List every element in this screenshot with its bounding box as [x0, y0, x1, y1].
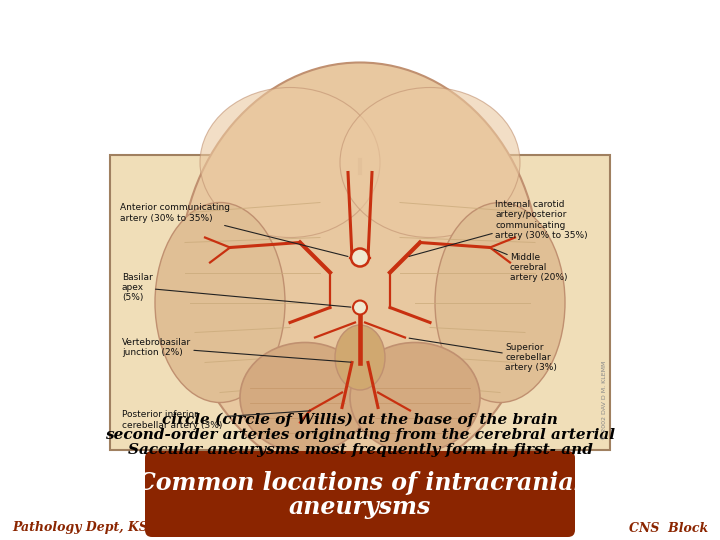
- Text: CNS  Block: CNS Block: [629, 522, 708, 535]
- Text: Basilar
apex
(5%): Basilar apex (5%): [122, 273, 351, 307]
- Text: Internal carotid
artery/posterior
communicating
artery (30% to 35%): Internal carotid artery/posterior commun…: [409, 200, 588, 256]
- Ellipse shape: [200, 87, 380, 238]
- Text: © 2002 DAV D M. KLEMM: © 2002 DAV D M. KLEMM: [601, 361, 606, 440]
- Text: circle (circle of Willis) at the base of the brain: circle (circle of Willis) at the base of…: [162, 413, 558, 427]
- Ellipse shape: [240, 342, 370, 453]
- Text: Anterior communicating
artery (30% to 35%): Anterior communicating artery (30% to 35…: [120, 203, 348, 256]
- Text: Saccular aneurysms most frequently form in first- and: Saccular aneurysms most frequently form …: [127, 443, 593, 457]
- FancyBboxPatch shape: [145, 451, 575, 537]
- Text: aneurysms: aneurysms: [289, 495, 431, 519]
- Text: Middle
cerebral
artery (20%): Middle cerebral artery (20%): [494, 249, 567, 282]
- Text: Pathology Dept, KSU: Pathology Dept, KSU: [12, 522, 158, 535]
- Ellipse shape: [350, 342, 480, 453]
- Ellipse shape: [340, 87, 520, 238]
- Text: Superior
cerebellar
artery (3%): Superior cerebellar artery (3%): [409, 338, 557, 373]
- Text: Posterior inferior
cerebellar artery (3%): Posterior inferior cerebellar artery (3%…: [122, 410, 311, 430]
- Text: Vertebrobasilar
junction (2%): Vertebrobasilar junction (2%): [122, 338, 351, 362]
- Ellipse shape: [435, 202, 565, 402]
- FancyBboxPatch shape: [110, 155, 610, 450]
- Ellipse shape: [335, 325, 385, 390]
- Circle shape: [353, 300, 367, 314]
- Ellipse shape: [155, 202, 285, 402]
- Text: second-order arteries originating from the cerebral arterial: second-order arteries originating from t…: [105, 428, 615, 442]
- Circle shape: [351, 248, 369, 267]
- Text: Common locations of intracranial: Common locations of intracranial: [138, 471, 582, 495]
- Ellipse shape: [180, 63, 540, 483]
